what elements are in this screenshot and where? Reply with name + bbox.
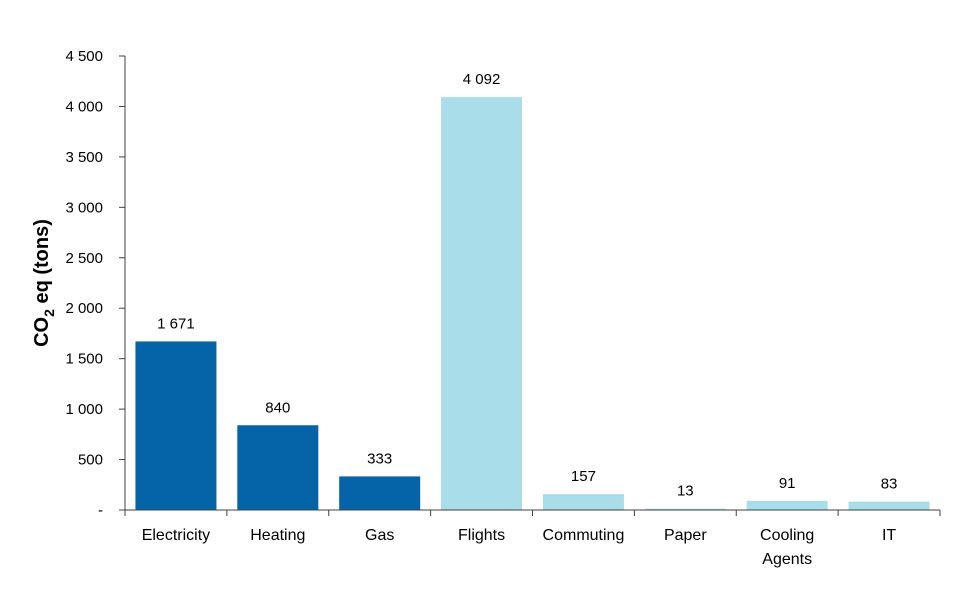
bar xyxy=(746,500,828,510)
data-label: 83 xyxy=(881,476,898,493)
data-label: 1 671 xyxy=(157,315,195,332)
data-label: 4 092 xyxy=(463,71,501,88)
bars: 1 671 840 333 4 092 157 13 91 83 xyxy=(135,71,930,511)
bar xyxy=(848,501,930,510)
x-axis: Electricity Heating Gas Flights Commuting Pap… xyxy=(124,509,941,568)
bar xyxy=(339,476,421,510)
y-axis-title-subscript: 2 xyxy=(41,309,57,317)
x-category-label: IT xyxy=(882,527,896,544)
y-tick-label: 4 000 xyxy=(65,98,103,115)
y-tick-label: 1 000 xyxy=(65,401,103,418)
y-tick-label: 3 500 xyxy=(65,149,103,166)
x-category-label: Paper xyxy=(664,527,707,544)
x-category-label: Cooling xyxy=(760,527,814,544)
data-label: 840 xyxy=(265,399,290,416)
y-tick-label: - xyxy=(98,502,103,519)
bar xyxy=(644,508,726,510)
y-tick-label: 1 500 xyxy=(65,351,103,368)
bar xyxy=(542,494,624,510)
y-axis-title-rest: eq (tons) xyxy=(31,219,53,309)
x-category-label: Flights xyxy=(458,527,505,544)
data-label: 333 xyxy=(367,450,392,467)
y-axis-title-text: CO2 eq (tons) xyxy=(31,219,57,347)
x-category-label: Gas xyxy=(365,527,394,544)
x-category-label: Agents xyxy=(762,551,812,568)
y-tick-label: 2 500 xyxy=(65,250,103,267)
bar xyxy=(237,425,319,510)
x-category-label: Commuting xyxy=(543,527,625,544)
data-label: 13 xyxy=(677,483,694,500)
y-tick-label: 500 xyxy=(78,452,103,469)
bar xyxy=(441,97,523,511)
y-tick-label: 3 000 xyxy=(65,199,103,216)
data-label: 91 xyxy=(779,475,796,492)
y-tick-label: 4 500 xyxy=(65,48,103,65)
bar xyxy=(135,341,217,510)
y-axis: - 500 1 000 1 500 2 000 2 500 3 000 3 500 4 000 4… xyxy=(65,48,126,519)
x-category-label: Heating xyxy=(250,527,305,544)
y-axis-title: CO2 eq (tons) xyxy=(31,219,57,347)
x-category-label: Electricity xyxy=(142,527,210,544)
y-tick-label: 2 000 xyxy=(65,300,103,317)
data-label: 157 xyxy=(571,468,596,485)
y-axis-title-main: CO xyxy=(31,317,53,347)
